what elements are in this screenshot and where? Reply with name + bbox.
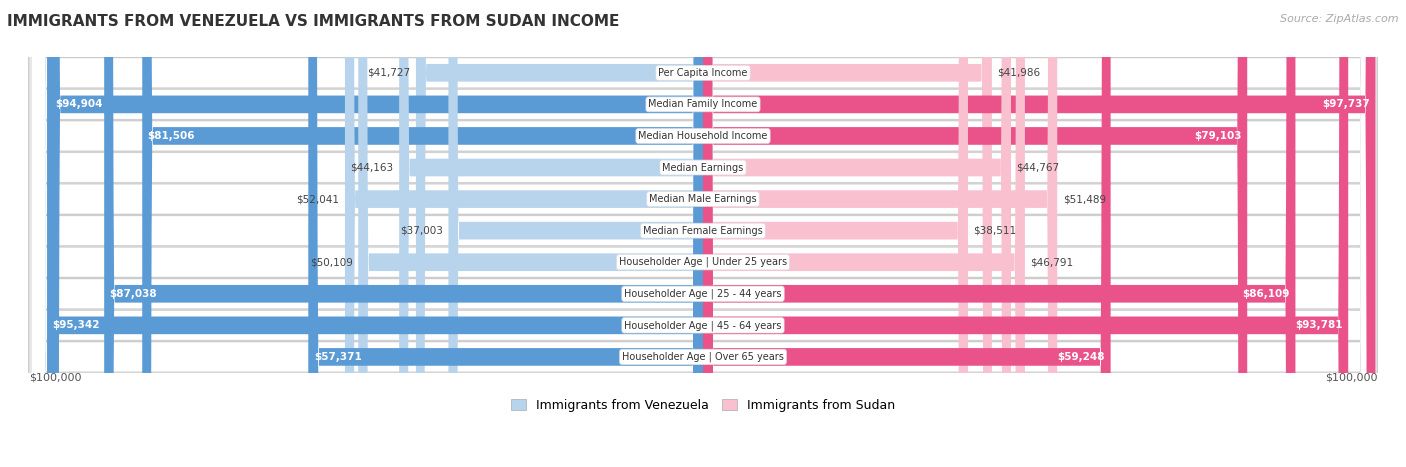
FancyBboxPatch shape bbox=[28, 0, 1378, 467]
FancyBboxPatch shape bbox=[32, 0, 1374, 467]
FancyBboxPatch shape bbox=[703, 0, 1348, 467]
FancyBboxPatch shape bbox=[449, 0, 703, 467]
Text: $59,248: $59,248 bbox=[1057, 352, 1105, 362]
Text: $93,781: $93,781 bbox=[1295, 320, 1343, 330]
Text: $52,041: $52,041 bbox=[297, 194, 339, 204]
Text: $100,000: $100,000 bbox=[1324, 373, 1378, 382]
FancyBboxPatch shape bbox=[32, 0, 1374, 467]
FancyBboxPatch shape bbox=[703, 0, 1375, 467]
Text: $41,727: $41,727 bbox=[367, 68, 411, 78]
FancyBboxPatch shape bbox=[32, 0, 1374, 467]
Text: Householder Age | 45 - 64 years: Householder Age | 45 - 64 years bbox=[624, 320, 782, 331]
FancyBboxPatch shape bbox=[28, 0, 1378, 467]
FancyBboxPatch shape bbox=[32, 0, 1374, 467]
Text: $44,163: $44,163 bbox=[350, 163, 394, 172]
FancyBboxPatch shape bbox=[703, 0, 1025, 467]
FancyBboxPatch shape bbox=[359, 0, 703, 467]
FancyBboxPatch shape bbox=[308, 0, 703, 467]
FancyBboxPatch shape bbox=[28, 0, 1378, 467]
FancyBboxPatch shape bbox=[28, 0, 1378, 467]
FancyBboxPatch shape bbox=[104, 0, 703, 467]
Text: Per Capita Income: Per Capita Income bbox=[658, 68, 748, 78]
Text: Householder Age | 25 - 44 years: Householder Age | 25 - 44 years bbox=[624, 289, 782, 299]
FancyBboxPatch shape bbox=[703, 0, 991, 467]
Text: $41,986: $41,986 bbox=[997, 68, 1040, 78]
FancyBboxPatch shape bbox=[32, 0, 1374, 467]
FancyBboxPatch shape bbox=[28, 0, 1378, 467]
FancyBboxPatch shape bbox=[32, 0, 1374, 467]
FancyBboxPatch shape bbox=[51, 0, 703, 467]
Text: Householder Age | Under 25 years: Householder Age | Under 25 years bbox=[619, 257, 787, 268]
FancyBboxPatch shape bbox=[399, 0, 703, 467]
FancyBboxPatch shape bbox=[32, 0, 1374, 467]
FancyBboxPatch shape bbox=[703, 0, 1111, 467]
Text: $86,109: $86,109 bbox=[1243, 289, 1289, 299]
Text: $81,506: $81,506 bbox=[148, 131, 195, 141]
FancyBboxPatch shape bbox=[28, 0, 1378, 467]
Text: $37,003: $37,003 bbox=[401, 226, 443, 236]
Text: $50,109: $50,109 bbox=[309, 257, 353, 267]
Text: Median Male Earnings: Median Male Earnings bbox=[650, 194, 756, 204]
Text: $79,103: $79,103 bbox=[1194, 131, 1241, 141]
FancyBboxPatch shape bbox=[416, 0, 703, 467]
FancyBboxPatch shape bbox=[46, 0, 703, 467]
FancyBboxPatch shape bbox=[703, 0, 967, 467]
Text: $95,342: $95,342 bbox=[52, 320, 100, 330]
Text: $46,791: $46,791 bbox=[1031, 257, 1074, 267]
FancyBboxPatch shape bbox=[142, 0, 703, 467]
FancyBboxPatch shape bbox=[32, 0, 1374, 467]
FancyBboxPatch shape bbox=[28, 0, 1378, 467]
FancyBboxPatch shape bbox=[703, 0, 1011, 467]
Text: $94,904: $94,904 bbox=[56, 99, 103, 109]
FancyBboxPatch shape bbox=[28, 0, 1378, 467]
Text: $57,371: $57,371 bbox=[314, 352, 361, 362]
Text: $51,489: $51,489 bbox=[1063, 194, 1107, 204]
Text: Median Household Income: Median Household Income bbox=[638, 131, 768, 141]
Text: $97,737: $97,737 bbox=[1322, 99, 1369, 109]
Text: IMMIGRANTS FROM VENEZUELA VS IMMIGRANTS FROM SUDAN INCOME: IMMIGRANTS FROM VENEZUELA VS IMMIGRANTS … bbox=[7, 14, 620, 29]
FancyBboxPatch shape bbox=[32, 0, 1374, 467]
FancyBboxPatch shape bbox=[28, 0, 1378, 467]
FancyBboxPatch shape bbox=[703, 0, 1247, 467]
Text: Median Family Income: Median Family Income bbox=[648, 99, 758, 109]
FancyBboxPatch shape bbox=[703, 0, 1295, 467]
Legend: Immigrants from Venezuela, Immigrants from Sudan: Immigrants from Venezuela, Immigrants fr… bbox=[506, 394, 900, 417]
FancyBboxPatch shape bbox=[344, 0, 703, 467]
Text: Median Earnings: Median Earnings bbox=[662, 163, 744, 172]
Text: Source: ZipAtlas.com: Source: ZipAtlas.com bbox=[1281, 14, 1399, 24]
FancyBboxPatch shape bbox=[703, 0, 1057, 467]
FancyBboxPatch shape bbox=[28, 0, 1378, 467]
FancyBboxPatch shape bbox=[32, 0, 1374, 467]
Text: $87,038: $87,038 bbox=[110, 289, 157, 299]
Text: $100,000: $100,000 bbox=[28, 373, 82, 382]
Text: $38,511: $38,511 bbox=[973, 226, 1017, 236]
Text: $44,767: $44,767 bbox=[1017, 163, 1060, 172]
Text: Householder Age | Over 65 years: Householder Age | Over 65 years bbox=[621, 352, 785, 362]
Text: Median Female Earnings: Median Female Earnings bbox=[643, 226, 763, 236]
